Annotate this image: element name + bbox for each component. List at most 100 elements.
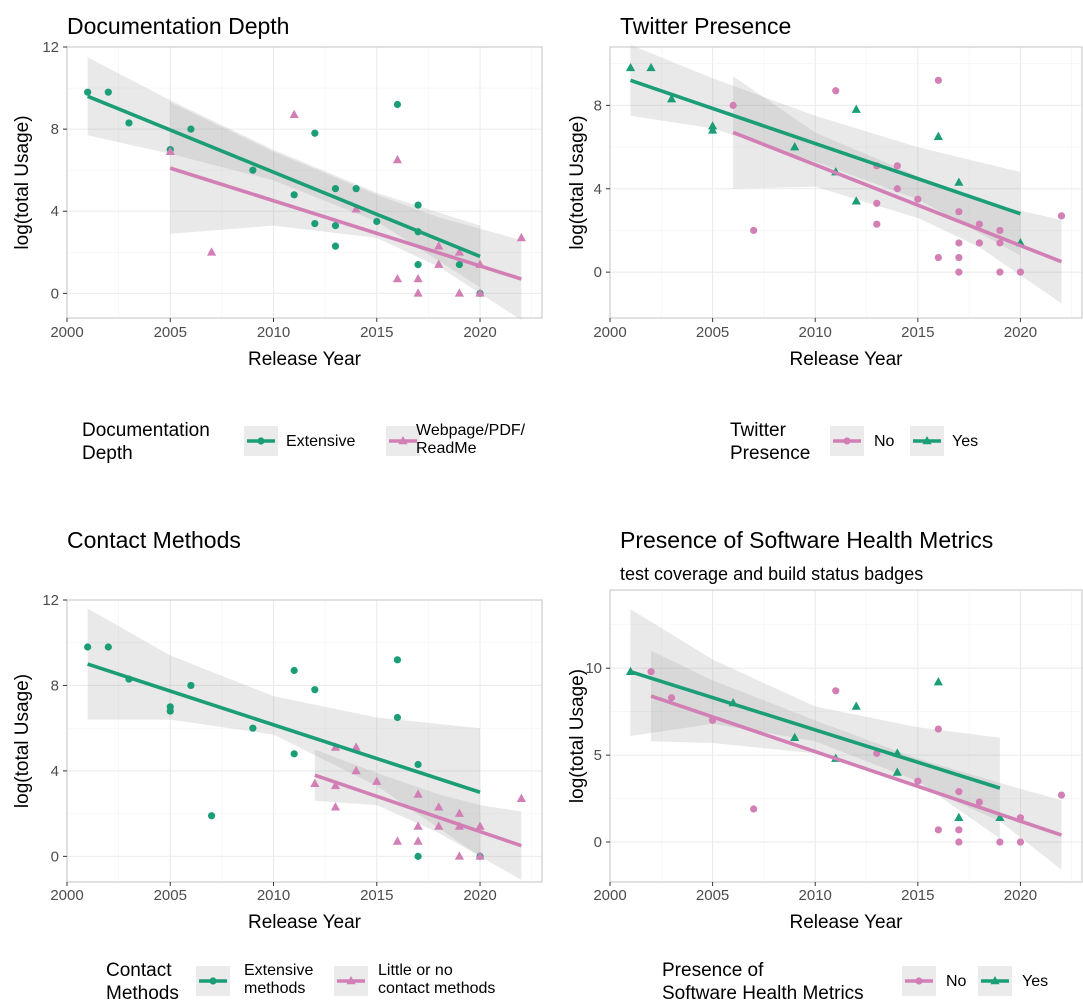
data-point <box>996 239 1004 247</box>
y-tick-label: 0 <box>51 848 59 865</box>
data-point <box>311 219 319 228</box>
data-point <box>832 87 840 95</box>
confidence-band <box>651 650 1062 870</box>
data-point <box>165 146 175 156</box>
plot-frame <box>66 46 543 319</box>
x-tick-label: 2010 <box>799 887 832 904</box>
y-axis-title: log(total Usage) <box>12 674 33 808</box>
y-tick-label: 10 <box>585 660 602 677</box>
legend-key-marker <box>922 436 932 445</box>
data-point <box>351 204 361 213</box>
data-point <box>413 836 423 845</box>
data-point <box>166 707 174 715</box>
data-point <box>996 226 1004 235</box>
data-point <box>873 199 881 207</box>
data-point <box>414 261 422 269</box>
x-axis-title: Release Year <box>789 912 903 933</box>
x-tick-label: 2015 <box>360 324 393 341</box>
legend-title: Presence <box>730 443 810 464</box>
data-point <box>187 125 195 133</box>
data-point <box>933 677 943 686</box>
data-point <box>955 253 963 262</box>
data-point <box>708 125 718 134</box>
y-tick-label: 0 <box>51 285 59 302</box>
data-point <box>996 268 1004 276</box>
data-point <box>954 177 964 186</box>
data-point <box>955 239 963 247</box>
panel-2: Twitter Presence 2000 2005 2010 2015 2020 0 4 8 R… <box>567 13 1083 464</box>
data-point <box>311 129 319 137</box>
confidence-band <box>87 608 480 857</box>
data-point <box>666 94 677 103</box>
x-tick-label: 2010 <box>257 324 290 341</box>
data-point <box>475 851 485 860</box>
x-tick-label: 2000 <box>593 887 626 904</box>
data-point <box>708 121 718 130</box>
data-point <box>750 226 758 235</box>
legend-key-marker <box>257 437 265 445</box>
data-point <box>914 195 922 203</box>
data-point <box>516 232 526 242</box>
data-point <box>393 656 402 664</box>
data-point <box>207 812 216 820</box>
data-point <box>393 713 402 722</box>
data-point <box>351 742 361 751</box>
x-axis-title: Release Year <box>789 349 903 370</box>
data-point <box>187 681 195 690</box>
data-point <box>393 100 402 109</box>
x-tick-label: 2010 <box>257 887 290 904</box>
data-point <box>392 836 403 845</box>
data-point <box>625 62 636 72</box>
data-point <box>934 253 942 262</box>
data-point <box>392 154 403 164</box>
confidence-band <box>630 609 1000 839</box>
legend-label: No <box>874 433 895 450</box>
confidence-band <box>87 57 480 288</box>
data-point <box>995 812 1005 821</box>
legend-key-marker <box>990 976 1000 985</box>
data-point <box>414 852 422 860</box>
data-point <box>392 273 403 283</box>
x-tick-label: 2020 <box>1004 324 1037 341</box>
data-point <box>413 821 423 830</box>
x-tick-label: 2000 <box>50 324 83 341</box>
legend-title: Contact <box>106 960 172 981</box>
data-point <box>290 666 298 675</box>
data-point <box>975 239 983 247</box>
legend-title: Software Health Metrics <box>662 983 864 1004</box>
y-tick-label: 5 <box>594 747 602 764</box>
data-point <box>455 261 463 269</box>
data-point <box>475 288 485 297</box>
data-point <box>330 802 341 811</box>
legend-title: Presence of <box>662 960 764 981</box>
data-point <box>104 88 112 96</box>
data-point <box>310 778 320 788</box>
plot-frame <box>609 589 1083 883</box>
data-point <box>955 788 963 796</box>
panel-4: Presence of Software Health Metrics test … <box>567 527 1083 1004</box>
legend-title: Twitter <box>730 420 787 441</box>
trend-line <box>86 94 481 259</box>
plot-frame <box>609 46 1083 319</box>
data-point <box>1057 791 1066 799</box>
panel-subtitle: test coverage and build status badges <box>620 564 923 584</box>
data-point <box>413 789 423 798</box>
data-point <box>893 162 901 170</box>
y-tick-label: 8 <box>51 121 59 138</box>
x-axis-title: Release Year <box>248 349 362 370</box>
data-point <box>414 201 422 209</box>
data-point <box>454 851 464 860</box>
data-point <box>873 220 881 228</box>
legend-label: Webpage/PDF/ <box>416 422 526 439</box>
x-tick-label: 2020 <box>463 324 496 341</box>
data-point <box>647 668 655 676</box>
data-point <box>372 776 382 785</box>
data-point <box>434 802 444 811</box>
legend-label: Extensive <box>244 962 313 979</box>
data-point <box>454 247 464 256</box>
legend-key-marker <box>209 977 217 985</box>
x-axis-title: Release Year <box>248 912 362 933</box>
x-tick-label: 2005 <box>154 324 187 341</box>
